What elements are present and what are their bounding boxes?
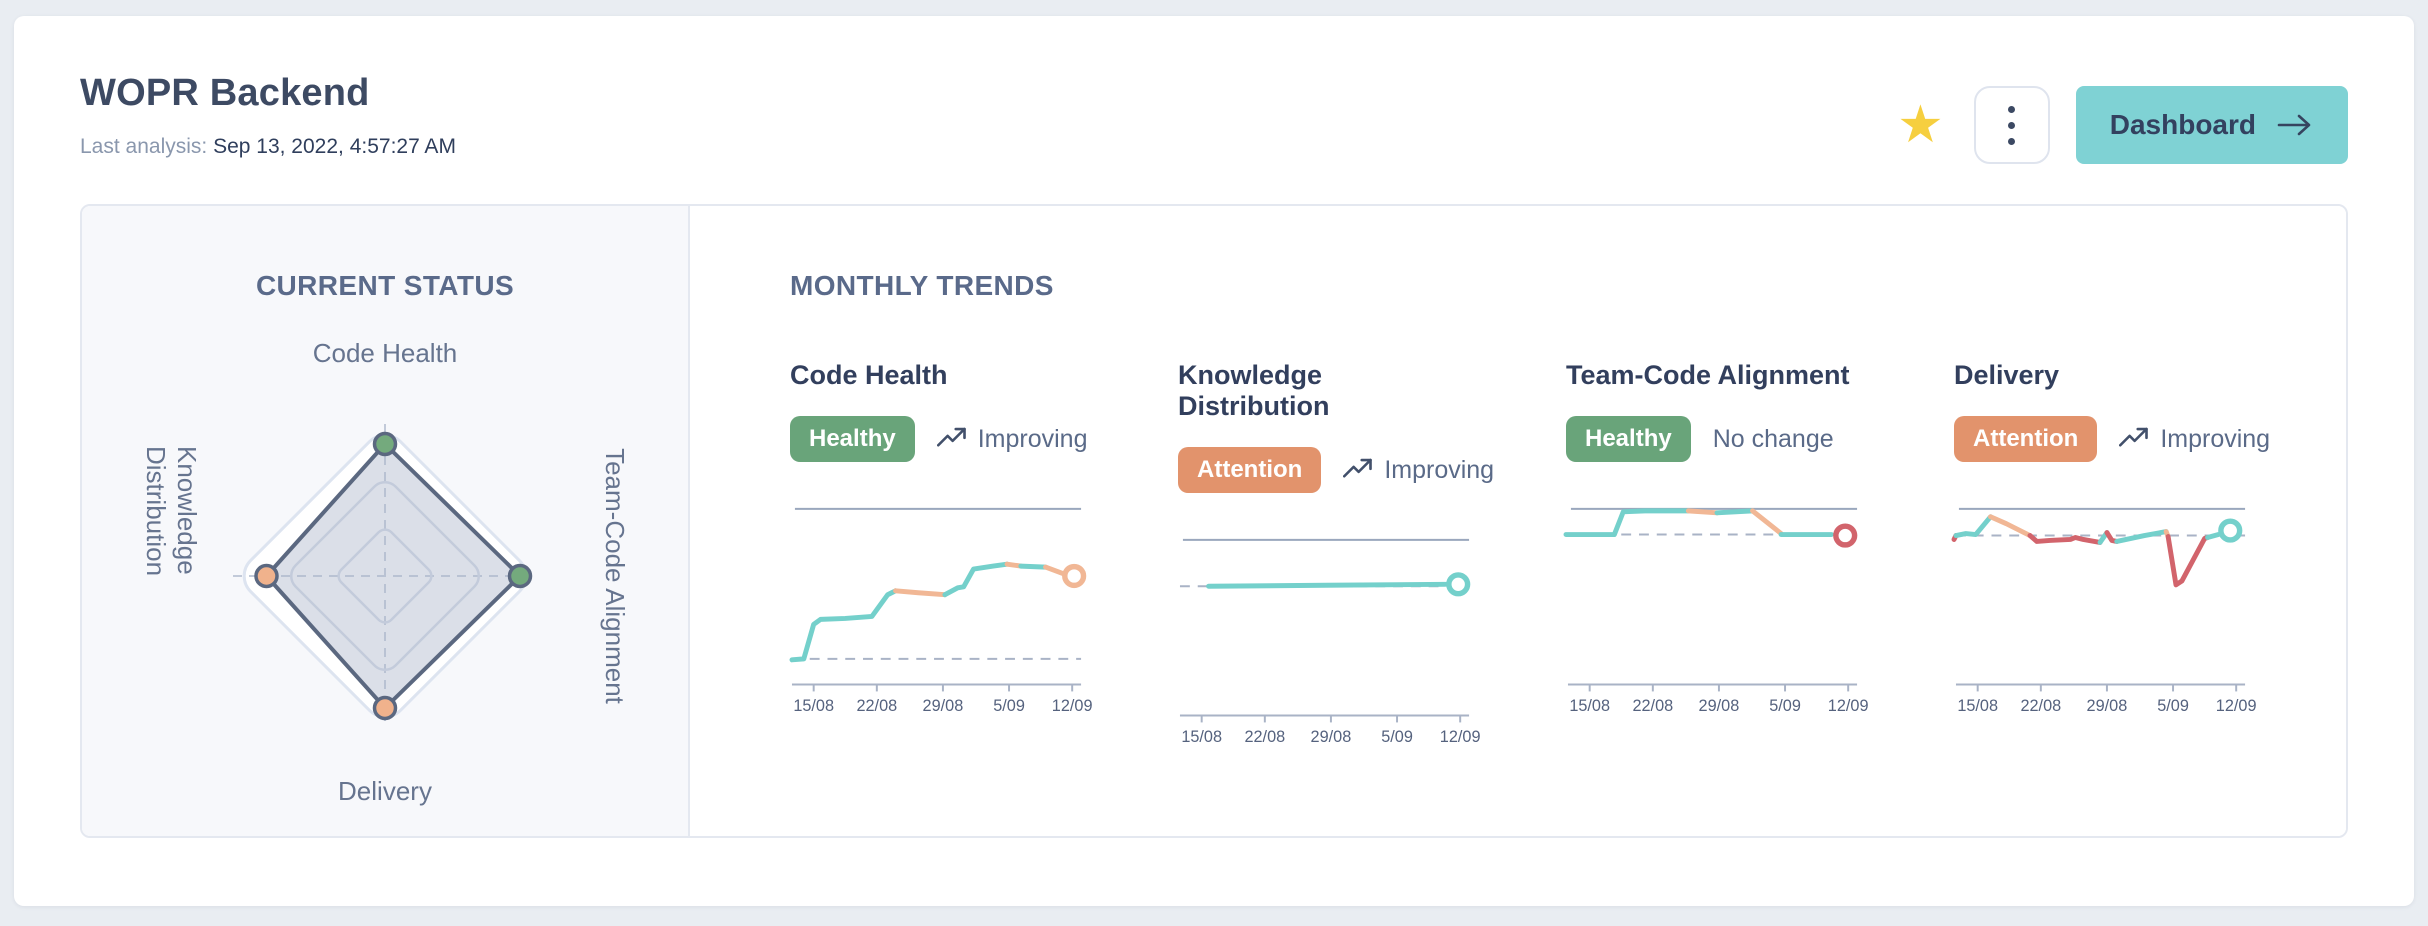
svg-text:29/08: 29/08	[923, 697, 964, 715]
svg-text:12/09: 12/09	[2216, 697, 2257, 715]
trend-text: Improving	[2160, 424, 2271, 453]
svg-text:22/08: 22/08	[856, 697, 897, 715]
svg-text:29/08: 29/08	[1699, 697, 1740, 715]
svg-text:5/09: 5/09	[1769, 697, 1801, 715]
trend-chart-delivery: Delivery Attention Improving 15/08 22/08 2…	[1951, 360, 2270, 757]
trend-sparkline: 15/08 22/08 29/08 5/09 12/09	[1563, 507, 1869, 715]
last-analysis: Last analysis: Sep 13, 2022, 4:57:27 AM	[80, 135, 456, 159]
status-badge: Healthy	[790, 416, 915, 462]
arrow-right-icon	[2276, 112, 2314, 138]
more-options-button[interactable]	[1973, 86, 2050, 164]
trend-sparkline: 15/08 22/08 29/08 5/09 12/09	[789, 507, 1093, 715]
svg-text:12/09: 12/09	[1828, 697, 1869, 715]
header-actions: ★ Dashboard	[1893, 86, 2348, 164]
dashboard-button[interactable]: Dashboard	[2075, 86, 2348, 164]
header-titles: WOPR Backend Last analysis: Sep 13, 2022…	[80, 72, 456, 159]
project-card: WOPR Backend Last analysis: Sep 13, 2022…	[14, 16, 2414, 906]
monthly-trends-title: MONTHLY TRENDS	[790, 270, 1054, 301]
trend-text: No change	[1712, 424, 1834, 453]
trend-chart-title: Knowledge Distribution	[1178, 360, 1330, 421]
page-title: WOPR Backend	[80, 72, 370, 114]
radar-axis-knowledge-distribution: Knowledge Distribution	[141, 446, 202, 577]
trend-charts-row: Code Health Healthy Improving 15/08 22/08…	[789, 360, 2316, 757]
svg-text:29/08: 29/08	[1311, 728, 1352, 746]
trend-indicator: No change	[1713, 425, 1834, 454]
svg-text:12/09: 12/09	[1440, 728, 1481, 746]
current-status-pane: CURRENT STATUS Code Health Team-Code Ali…	[82, 206, 690, 836]
trending-up-icon	[1343, 458, 1373, 478]
svg-text:12/09: 12/09	[1052, 697, 1093, 715]
svg-text:29/08: 29/08	[2087, 697, 2128, 715]
kebab-menu-icon	[2008, 105, 2016, 145]
last-analysis-value: Sep 13, 2022, 4:57:27 AM	[213, 135, 456, 158]
trending-up-icon	[2119, 427, 2149, 447]
svg-text:22/08: 22/08	[1632, 697, 1673, 715]
favorite-star-button[interactable]: ★	[1893, 99, 1948, 151]
trend-sparkline: 15/08 22/08 29/08 5/09 12/09	[1951, 507, 2257, 715]
radar-ring-middle	[289, 480, 481, 672]
badge-row: Healthy No change	[1566, 415, 1862, 463]
svg-text:15/08: 15/08	[1181, 728, 1222, 746]
status-badge: Attention	[1954, 416, 2098, 462]
trend-indicator: Improving	[936, 424, 1088, 454]
radar-ring-inner	[337, 528, 433, 624]
status-badge: Healthy	[1566, 416, 1691, 462]
svg-text:22/08: 22/08	[2020, 697, 2061, 715]
status-trends-panel: CURRENT STATUS Code Health Team-Code Ali…	[80, 204, 2348, 838]
trend-chart-code-health: Code Health Healthy Improving 15/08 22/08…	[789, 360, 1093, 757]
radar-chart: Code Health Team-Code Alignment Delivery…	[82, 302, 688, 836]
trending-up-icon	[936, 427, 966, 447]
badge-row: Attention Improving	[1178, 446, 1494, 494]
svg-text:22/08: 22/08	[1244, 728, 1285, 746]
svg-text:15/08: 15/08	[1957, 697, 1998, 715]
trend-sparkline: 15/08 22/08 29/08 5/09 12/09	[1179, 538, 1481, 746]
status-badge: Attention	[1178, 447, 1322, 493]
dashboard-button-label: Dashboard	[2109, 109, 2256, 140]
svg-text:5/09: 5/09	[993, 697, 1025, 715]
trend-chart-team-code-alignment: Team-Code Alignment Healthy No change 15…	[1563, 360, 1869, 757]
svg-text:5/09: 5/09	[2157, 697, 2189, 715]
card-header: WOPR Backend Last analysis: Sep 13, 2022…	[14, 16, 2414, 164]
trend-chart-title: Delivery	[1954, 360, 2060, 390]
svg-text:15/08: 15/08	[1569, 697, 1610, 715]
radar-svg	[233, 424, 537, 728]
current-status-title: CURRENT STATUS	[255, 270, 515, 301]
trend-chart-title: Team-Code Alignment	[1566, 360, 1850, 390]
radar-data-polygon	[254, 431, 533, 721]
trend-chart-knowledge-distribution: Knowledge Distribution Attention Improvi…	[1178, 360, 1494, 757]
trend-text: Improving	[977, 424, 1088, 453]
svg-text:15/08: 15/08	[793, 697, 834, 715]
trend-indicator: Improving	[2119, 424, 2270, 454]
star-icon: ★	[1897, 96, 1944, 154]
badge-row: Attention Improving	[1954, 415, 2270, 463]
trend-indicator: Improving	[1343, 455, 1494, 485]
badge-row: Healthy Improving	[790, 415, 1088, 463]
radar-axis-team-code-alignment: Team-Code Alignment	[600, 448, 630, 704]
radar-axis-code-health: Code Health	[312, 338, 458, 368]
monthly-trends-pane: MONTHLY TRENDS Code Health Healthy Impro…	[690, 206, 2346, 836]
trend-chart-title: Code Health	[790, 360, 948, 390]
trend-text: Improving	[1384, 455, 1495, 484]
radar-axis-delivery: Delivery	[338, 776, 432, 806]
last-analysis-label: Last analysis:	[80, 135, 208, 158]
svg-text:5/09: 5/09	[1381, 728, 1413, 746]
